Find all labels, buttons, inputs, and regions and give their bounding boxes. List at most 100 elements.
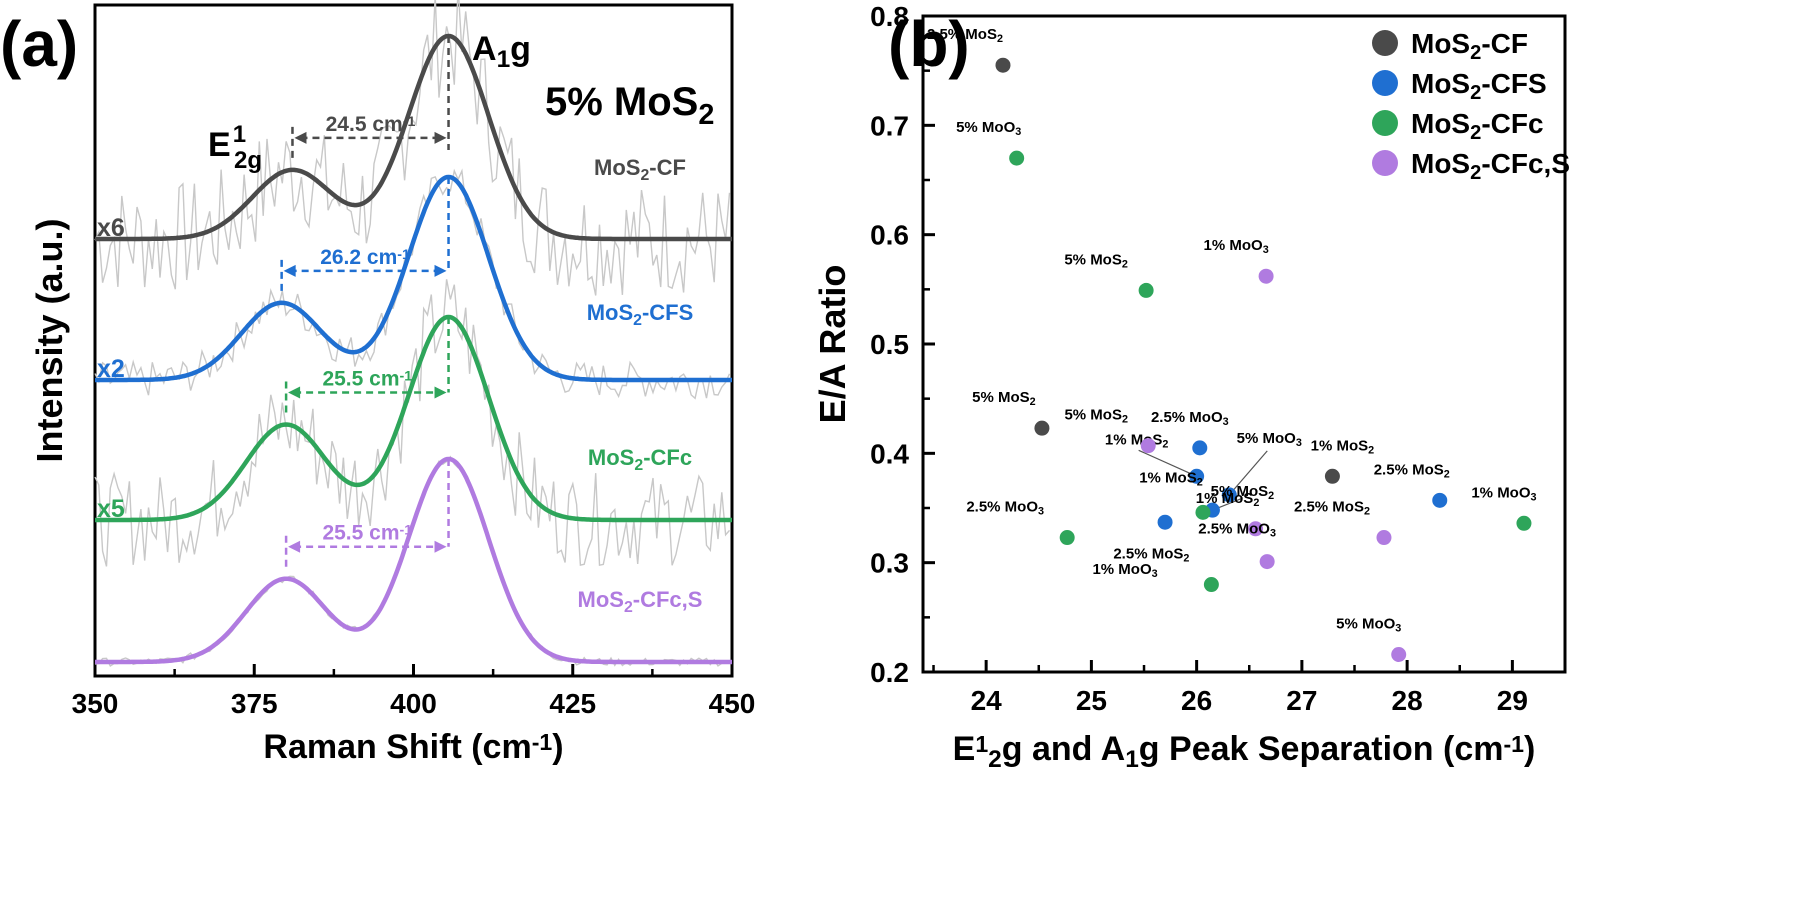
separation-label: 24.5 cm-1 xyxy=(326,113,416,136)
point-label: 5% MoS2 xyxy=(1064,407,1128,426)
point-label: 1% MoS2 xyxy=(1311,437,1375,456)
fit-curve-3 xyxy=(95,456,732,665)
point-label: 1% MoO3 xyxy=(1092,561,1157,580)
data-point xyxy=(1432,492,1448,508)
y-tick-label: 0.5 xyxy=(870,329,909,360)
separation-label: 25.5 cm-1 xyxy=(322,368,412,391)
raw-spectrum-1 xyxy=(94,168,731,400)
data-point xyxy=(995,57,1011,73)
point-label: 5% MoO3 xyxy=(1237,430,1302,449)
y-tick-label: 0.3 xyxy=(870,548,909,579)
label-leader-line xyxy=(1138,449,1197,477)
multiplier-label: x6 xyxy=(97,214,125,242)
y-tick-label: 0.4 xyxy=(870,438,909,469)
point-label: 1% MoS2 xyxy=(1105,431,1169,450)
x-tick-label: 400 xyxy=(390,688,437,719)
point-label: 5% MoO3 xyxy=(1336,616,1401,635)
separation-label: 26.2 cm-1 xyxy=(320,246,410,269)
point-label: 5% MoS2 xyxy=(1064,251,1128,270)
point-label: 5% MoS2 xyxy=(972,389,1036,408)
x-tick-label: 24 xyxy=(971,685,1003,716)
point-label: 5% MoO3 xyxy=(956,119,1021,138)
point-label: 2.5% MoO3 xyxy=(1151,409,1229,428)
series-label: MoS2-CF xyxy=(594,155,686,184)
data-point xyxy=(1138,282,1154,298)
panel-a-title: 5% MoS2 xyxy=(545,80,714,131)
data-point xyxy=(1034,420,1050,436)
data-point xyxy=(1259,554,1275,570)
point-label: 2.5% MoS2 xyxy=(1294,499,1370,518)
legend-label: MoS2-CFS xyxy=(1411,68,1547,104)
a1g-peak-label: A1g xyxy=(472,30,531,73)
data-point xyxy=(1248,521,1264,537)
y-axis-title: Intensity (a.u.) xyxy=(29,218,70,462)
separation-label: 25.5 cm-1 xyxy=(322,522,412,545)
multiplier-label: x2 xyxy=(97,355,125,383)
point-label: 2.5% MoS2 xyxy=(1113,546,1189,565)
raw-spectrum-3 xyxy=(94,455,730,668)
legend-marker xyxy=(1372,150,1398,176)
data-point xyxy=(1059,530,1075,546)
legend-marker xyxy=(1372,30,1398,56)
x-tick-label: 375 xyxy=(231,688,278,719)
legend-marker xyxy=(1372,110,1398,136)
data-point xyxy=(1221,487,1237,503)
data-point xyxy=(1157,514,1173,530)
x-tick-label: 29 xyxy=(1497,685,1528,716)
y-tick-label: 0.6 xyxy=(870,220,909,251)
x-tick-label: 26 xyxy=(1181,685,1212,716)
data-point xyxy=(1391,647,1407,663)
point-label: 2.5% MoS2 xyxy=(927,26,1003,45)
series-label: MoS2-CFc,S xyxy=(578,587,703,616)
series-label: MoS2-CFS xyxy=(587,300,694,329)
y-tick-label: 0.8 xyxy=(870,1,909,32)
legend-label: MoS2-CF xyxy=(1411,28,1528,64)
ea-ratio-scatter-chart: 24 25 26 27 28 29 0.2 0.3 0.4 0.5 0.6 0.7 0.8 E12g an… xyxy=(812,1,1570,773)
x-axis-title: Raman Shift (cm-1) xyxy=(263,728,563,766)
data-point xyxy=(1203,577,1219,593)
point-label: 1% MoO3 xyxy=(1204,237,1269,256)
panel-a-label: (a) xyxy=(0,8,78,80)
point-label: 1% MoO3 xyxy=(1471,484,1536,503)
data-point xyxy=(1195,504,1211,520)
x-tick-label: 25 xyxy=(1076,685,1107,716)
point-label: 2.5% MoS2 xyxy=(1374,461,1450,480)
data-point xyxy=(1140,438,1156,454)
arrow-head-right xyxy=(434,540,447,553)
data-point xyxy=(1189,468,1205,484)
x-tick-label: 450 xyxy=(709,688,756,719)
arrow-head-right xyxy=(434,386,447,399)
label-leader-line xyxy=(1228,450,1268,496)
arrow-head-left xyxy=(288,540,301,553)
data-point xyxy=(1258,268,1274,284)
y-axis-title: E/A Ratio xyxy=(812,265,853,424)
x-tick-label: 28 xyxy=(1392,685,1423,716)
legend-label: MoS2-CFc xyxy=(1411,108,1544,144)
y-tick-label: 0.2 xyxy=(870,657,909,688)
fit-curve-2 xyxy=(95,314,732,523)
arrow-head-right xyxy=(434,264,447,277)
x-tick-label: 27 xyxy=(1286,685,1317,716)
series-label: MoS2-CFc xyxy=(588,445,692,474)
raw-spectrum-2 xyxy=(94,279,731,567)
point-label: 2.5% MoO3 xyxy=(966,499,1044,518)
data-point xyxy=(1009,150,1025,166)
data-point xyxy=(1516,515,1532,531)
y-tick-label: 0.7 xyxy=(870,110,909,141)
legend-label: MoS2-CFc,S xyxy=(1411,148,1570,184)
x-axis-title: E12g and A1g Peak Separation (cm-1) xyxy=(953,730,1536,773)
multiplier-label: x5 xyxy=(97,495,125,523)
arrow-head-left xyxy=(283,264,296,277)
fit-curve-0 xyxy=(95,33,732,242)
arrow-head-right xyxy=(434,131,447,144)
x-tick-label: 350 xyxy=(72,688,119,719)
panel-b-label: (b) xyxy=(888,8,970,80)
raman-spectra-chart: 350 375 400 425 450 Raman Shift (cm-1) Intensi… xyxy=(29,0,755,766)
x-tick-label: 425 xyxy=(549,688,596,719)
data-point xyxy=(1192,440,1208,456)
raw-spectrum-0 xyxy=(94,0,731,296)
arrow-head-left xyxy=(288,386,301,399)
arrow-head-left xyxy=(294,131,307,144)
fit-curve-1 xyxy=(95,174,732,383)
